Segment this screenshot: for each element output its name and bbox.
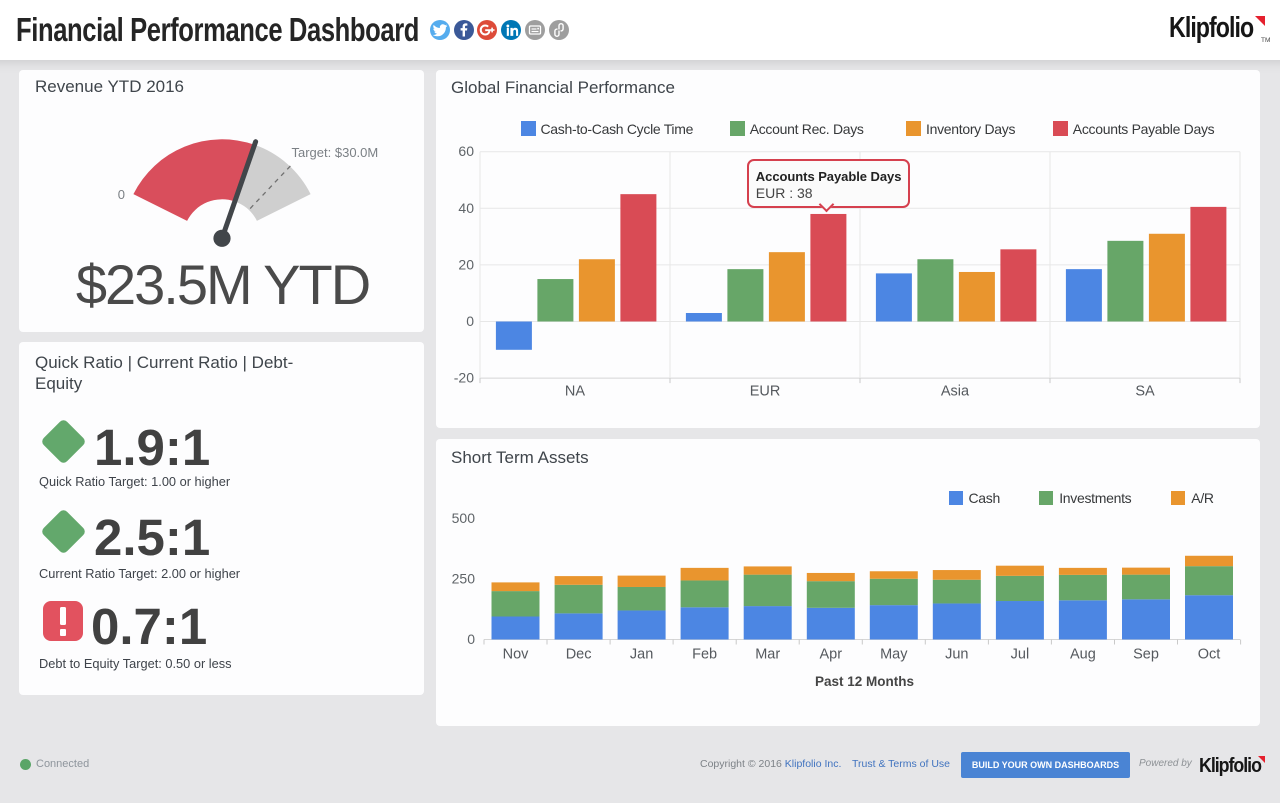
- svg-text:250: 250: [452, 571, 476, 587]
- svg-text:0: 0: [466, 313, 474, 329]
- svg-text:Jan: Jan: [630, 646, 653, 662]
- svg-text:Mar: Mar: [755, 646, 780, 662]
- svg-text:40: 40: [458, 200, 474, 216]
- svg-text:May: May: [880, 646, 908, 662]
- svg-text:Aug: Aug: [1070, 646, 1096, 662]
- svg-text:Jun: Jun: [945, 646, 968, 662]
- svg-text:20: 20: [458, 256, 474, 272]
- svg-text:EUR: EUR: [750, 384, 781, 400]
- svg-text:Feb: Feb: [692, 646, 717, 662]
- svg-text:-20: -20: [454, 370, 474, 386]
- svg-text:SA: SA: [1135, 384, 1155, 400]
- svg-text:0: 0: [467, 631, 475, 647]
- svg-text:Apr: Apr: [820, 646, 843, 662]
- svg-text:60: 60: [458, 143, 474, 159]
- svg-text:500: 500: [452, 510, 476, 526]
- svg-text:NA: NA: [565, 384, 585, 400]
- svg-text:Asia: Asia: [941, 384, 970, 400]
- svg-text:Oct: Oct: [1198, 646, 1221, 662]
- svg-text:Nov: Nov: [503, 646, 530, 662]
- svg-text:Dec: Dec: [566, 646, 592, 662]
- svg-text:Jul: Jul: [1011, 646, 1030, 662]
- svg-text:Sep: Sep: [1133, 646, 1159, 662]
